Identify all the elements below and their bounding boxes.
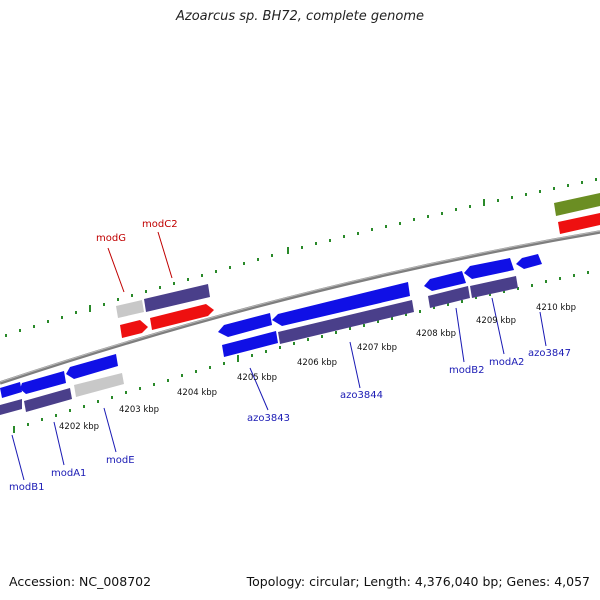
coord-label: 4203 kbp <box>119 405 159 415</box>
gene-modE-arrow[interactable] <box>66 354 118 379</box>
gene-modE-pseudo[interactable] <box>74 373 124 397</box>
coord-label: 4207 kbp <box>357 343 397 353</box>
gene-label: modG <box>96 233 126 244</box>
gene-modA1-cds[interactable] <box>24 388 72 412</box>
genome-backbone-highlight <box>0 230 600 383</box>
gene-modG-rna[interactable] <box>120 320 148 338</box>
gene-modB1-arrow[interactable] <box>0 382 22 398</box>
map-title: Azoarcus sp. BH72, complete genome <box>175 9 425 24</box>
gene-label: modE <box>106 455 135 466</box>
gene-right-olive[interactable] <box>554 193 600 216</box>
gene-azo3847-arrow[interactable] <box>516 254 542 269</box>
genes-lower-strand <box>0 193 600 415</box>
gene-label: azo3847 <box>528 348 571 359</box>
gene-modB2-arrow[interactable] <box>424 271 466 291</box>
gene-azo3843-arrow[interactable] <box>218 313 272 337</box>
gene-modB1-cds[interactable] <box>0 399 22 415</box>
genome-backbone <box>0 230 600 385</box>
coord-label: 4204 kbp <box>177 388 217 398</box>
gene-modG-pseudo[interactable] <box>116 300 144 318</box>
coord-label: 4208 kbp <box>416 329 456 339</box>
genome-summary-text: Topology: circular; Length: 4,376,040 bp… <box>246 574 590 589</box>
gene-modB2-cds[interactable] <box>428 286 470 308</box>
gene-label: modB1 <box>9 482 44 493</box>
gene-label: modB2 <box>449 365 484 376</box>
coord-label: 4202 kbp <box>59 422 99 432</box>
gene-azo3843-cds[interactable] <box>222 331 278 357</box>
gene-labels: modB1 modA1 modE azo3843 azo3844 modB2 m… <box>9 219 571 493</box>
gene-label: modA2 <box>489 357 524 368</box>
coord-label: 4205 kbp <box>237 373 277 383</box>
coordinate-labels: 4202 kbp 4203 kbp 4204 kbp 4205 kbp 4206… <box>59 303 576 432</box>
gene-azo3844-cds[interactable] <box>278 300 414 344</box>
coord-label: 4209 kbp <box>476 316 516 326</box>
gene-azo3844-arrow[interactable] <box>272 282 410 326</box>
gene-label: modA1 <box>51 468 86 479</box>
label-leaders <box>11 231 547 481</box>
gene-label: modC2 <box>142 219 178 230</box>
upper-tick-track <box>5 178 597 337</box>
gene-modA2-cds[interactable] <box>470 276 518 298</box>
coord-label: 4206 kbp <box>297 358 337 368</box>
gene-label: azo3844 <box>340 390 383 401</box>
gene-modA1-arrow[interactable] <box>20 371 66 394</box>
accession-text: Accession: NC_008702 <box>9 574 152 589</box>
gene-modA2-arrow[interactable] <box>464 258 514 279</box>
gene-right-rna[interactable] <box>558 213 600 234</box>
gene-modC2-cds[interactable] <box>144 284 210 312</box>
gene-modC2-rna[interactable] <box>150 304 214 330</box>
coord-label: 4210 kbp <box>536 303 576 313</box>
gene-label: azo3843 <box>247 413 290 424</box>
